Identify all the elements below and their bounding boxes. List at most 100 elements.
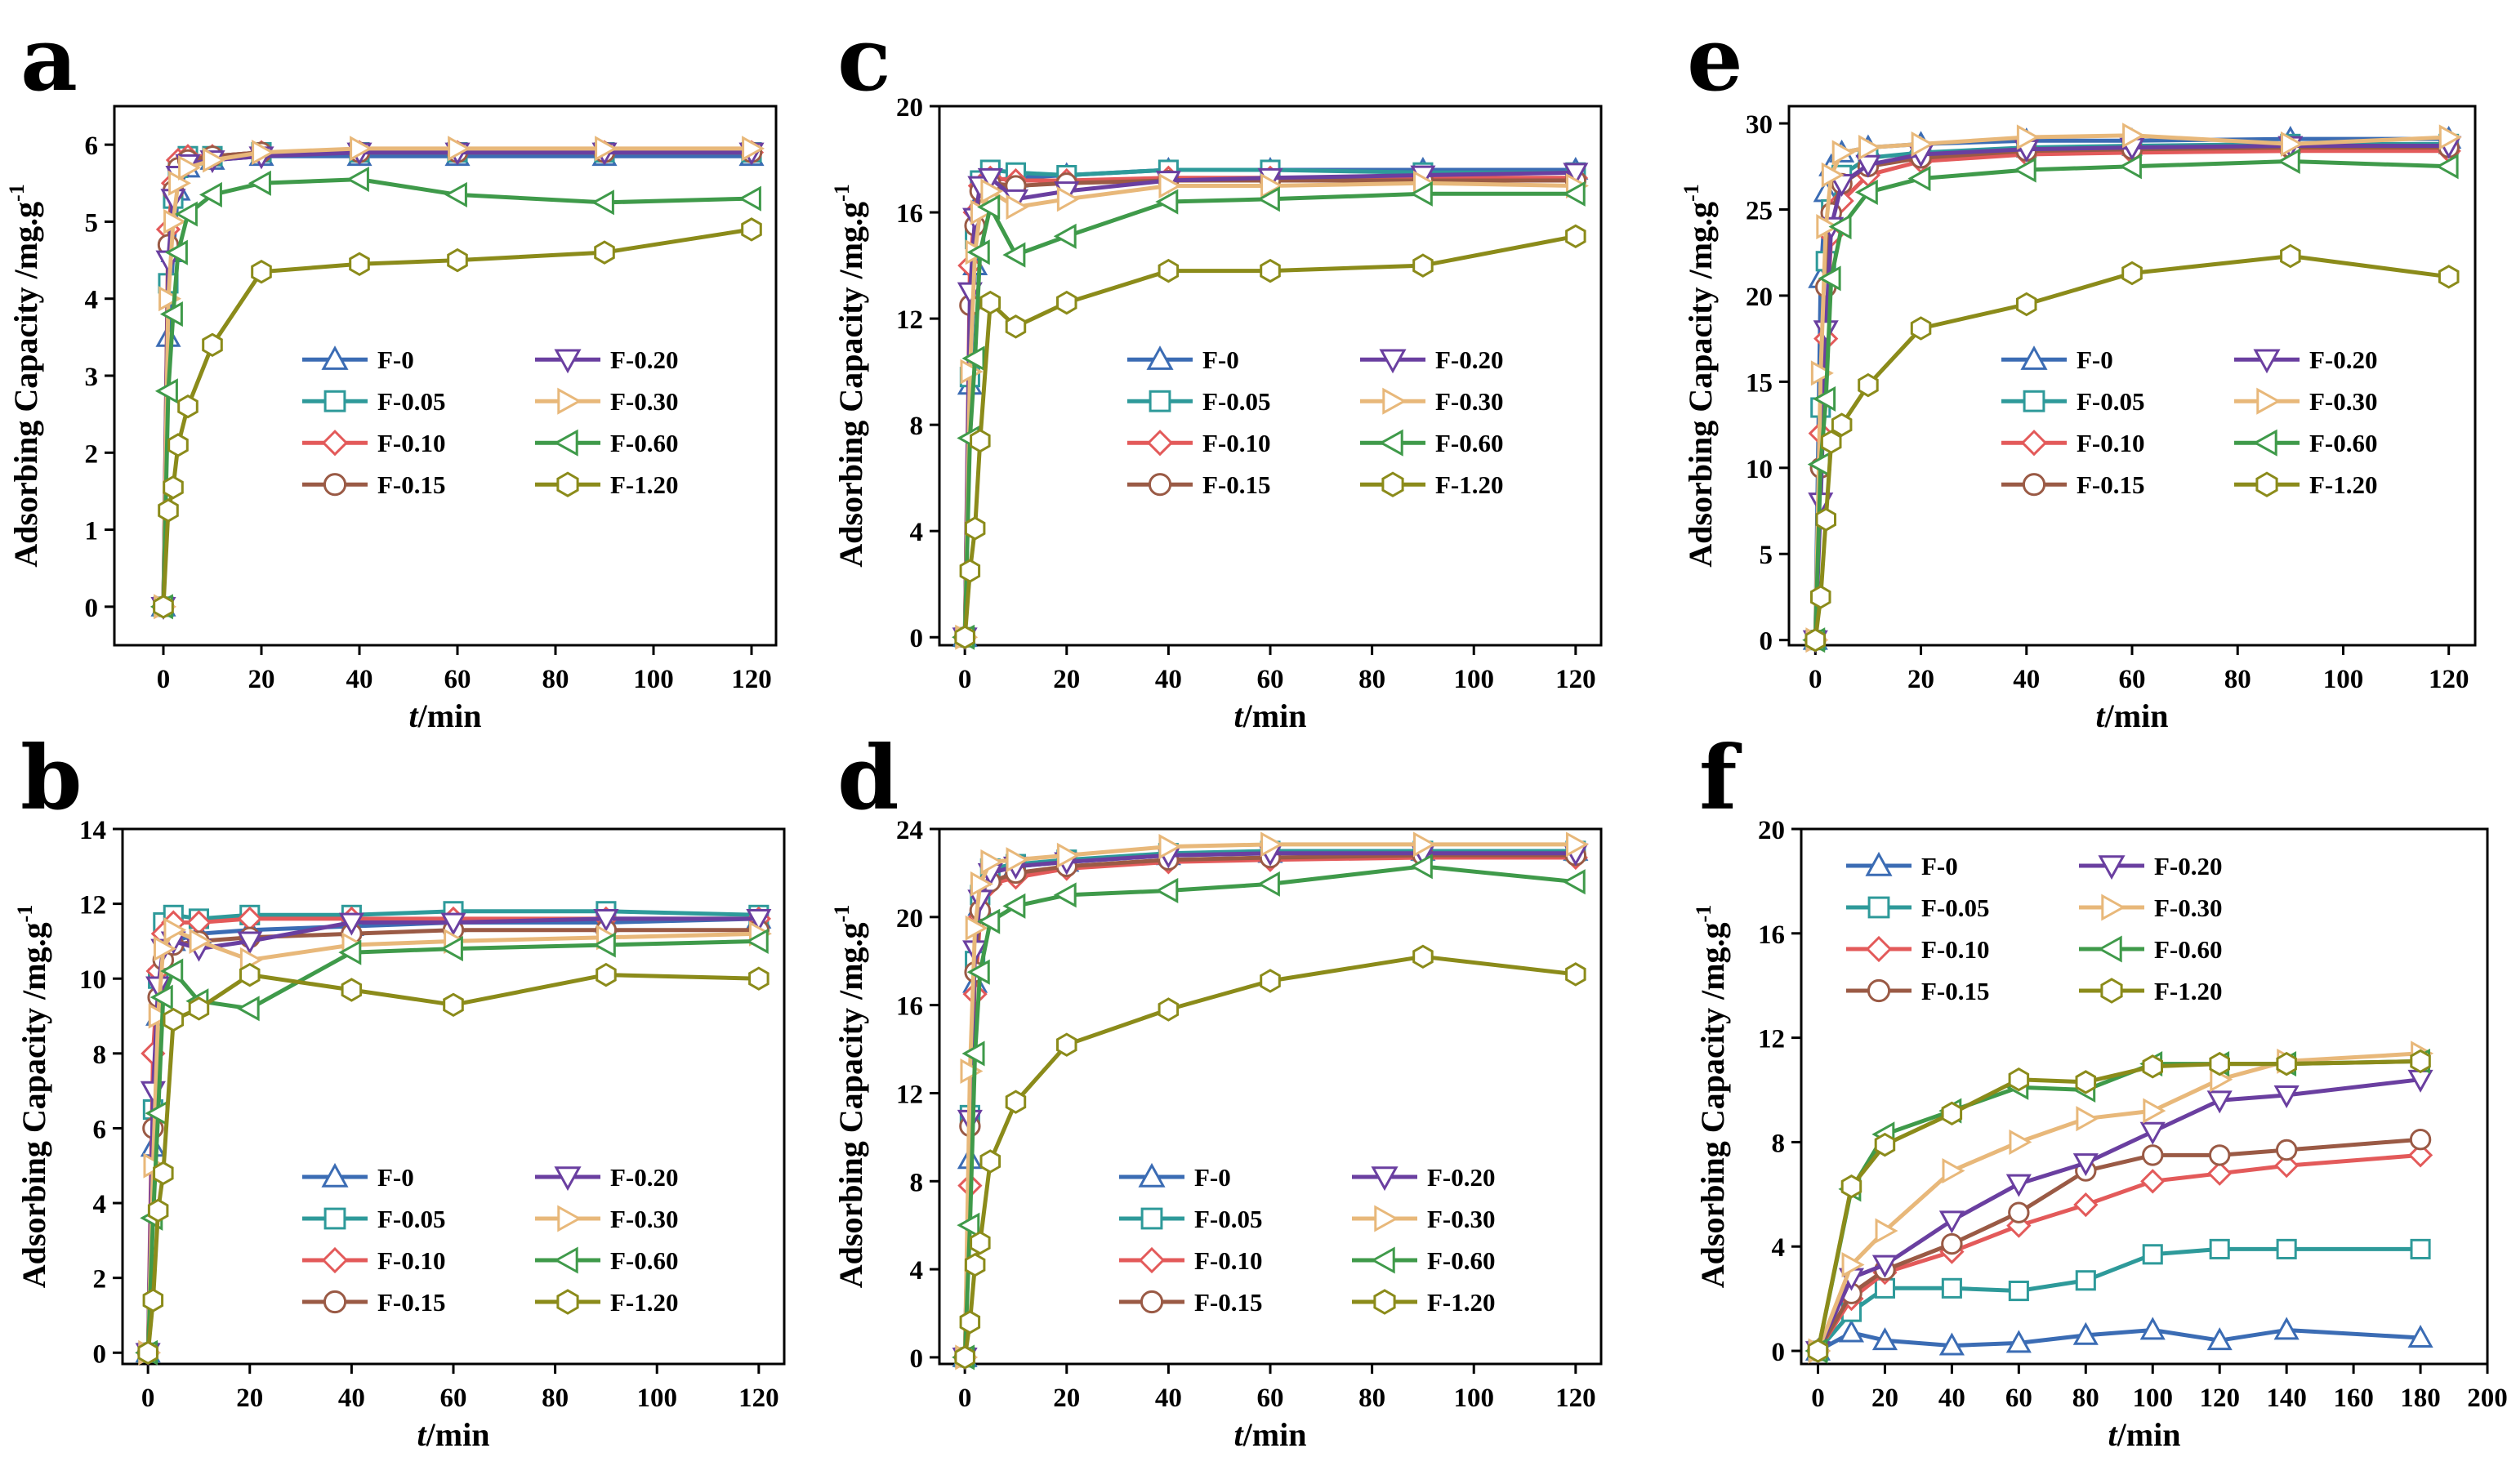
- legend-swatch-marker: [2255, 471, 2278, 497]
- legend-label: F-0.60: [610, 1246, 679, 1275]
- series-line: [962, 864, 1577, 1357]
- data-point: [1006, 194, 1029, 221]
- legend-swatch-marker: [1138, 1246, 1166, 1274]
- data-point: [2008, 1067, 2030, 1092]
- data-point: [1005, 1090, 1027, 1114]
- legend-entry: F-1.20: [535, 1288, 679, 1317]
- data-point: [447, 247, 468, 273]
- legend-label: F-0.30: [1427, 1205, 1496, 1233]
- data-point: [748, 966, 770, 991]
- data-point: [1871, 1327, 1898, 1351]
- data-point: [2274, 1153, 2300, 1179]
- legend-entry: F-0.15: [302, 1288, 446, 1317]
- y-axis-label: Adsorbing Capacity /mg.g-1: [830, 184, 869, 567]
- legend-swatch-marker: [554, 349, 582, 374]
- legend-swatch-marker: [321, 345, 349, 370]
- legend-entry: F-0.05: [302, 387, 446, 416]
- x-axis-label-italic: t: [1234, 1416, 1245, 1453]
- legend-entry: F-1.20: [2234, 470, 2378, 499]
- legend-swatch-marker: [323, 1290, 347, 1314]
- legend-swatch-marker: [1378, 429, 1403, 457]
- legend-swatch-marker: [1379, 349, 1407, 374]
- legend-label: F-0.15: [377, 1288, 446, 1317]
- data-point: [1158, 834, 1182, 860]
- data-point: [1006, 847, 1029, 873]
- series-line: [962, 849, 1576, 1357]
- series-F-0: [1804, 1317, 2433, 1361]
- series-F-0_30: [154, 136, 765, 620]
- data-point: [594, 240, 615, 265]
- x-tick-label: 100: [1453, 1384, 1494, 1413]
- series-F-0_20: [150, 142, 765, 620]
- data-point: [202, 332, 223, 358]
- data-point: [1875, 1218, 1898, 1244]
- data-point: [2005, 1174, 2032, 1197]
- data-point: [153, 1161, 174, 1186]
- x-tick-label: 20: [1871, 1384, 1898, 1413]
- series-line: [161, 154, 752, 607]
- x-tick-label: 0: [958, 665, 972, 694]
- data-point: [160, 958, 184, 984]
- x-tick-label: 60: [1257, 1384, 1284, 1413]
- series-line: [962, 851, 1576, 1357]
- x-tick-label: 20: [236, 1384, 263, 1413]
- legend-label: F-0.60: [2309, 429, 2378, 457]
- data-point: [1816, 214, 1840, 240]
- x-axis-label-italic: t: [2096, 697, 2107, 734]
- axes-frame: [1800, 827, 2489, 1366]
- x-tick-label: 0: [141, 1384, 155, 1413]
- series-F-0: [150, 143, 765, 617]
- legend-entry: F-0.05: [1119, 1205, 1263, 1233]
- legend-label: F-0.05: [1921, 894, 1990, 922]
- legend-entry: F-0: [1127, 345, 1239, 374]
- data-point: [2121, 261, 2143, 286]
- x-tick-label: 20: [1907, 665, 1934, 694]
- data-point: [2143, 1098, 2166, 1124]
- legend-swatch-marker: [323, 473, 347, 497]
- legend-entry: F-0.30: [535, 1205, 679, 1233]
- series-F-0_10: [150, 140, 765, 619]
- legend-label: F-0.05: [2077, 387, 2145, 416]
- legend-swatch-marker: [2256, 387, 2282, 415]
- data-point: [2280, 131, 2304, 157]
- y-tick-label: 14: [79, 816, 106, 845]
- legend-swatch-marker: [1374, 1205, 1399, 1232]
- series-F-1_20: [153, 217, 762, 619]
- series-line: [1817, 1328, 2421, 1353]
- data-point: [1854, 179, 1878, 205]
- y-tick-label: 10: [79, 965, 106, 995]
- series-F-0_20: [1804, 1069, 2433, 1365]
- y-tick-label: 24: [896, 816, 923, 845]
- data-point: [1813, 385, 1836, 412]
- x-tick-label: 40: [1155, 665, 1182, 694]
- plot-area: [135, 901, 772, 1366]
- data-point: [2008, 1201, 2030, 1223]
- legend: F-0 F-0.05 F-0.10 F-0.15 F-0.20 F-0.30 F-0.60 F…: [302, 345, 679, 499]
- legend-label: F-0.30: [610, 1205, 679, 1233]
- legend-label: F-0: [1921, 852, 1958, 880]
- x-axis-label-italic: t: [1234, 697, 1245, 734]
- x-tick-label: 20: [1053, 1384, 1080, 1413]
- y-tick-label: 4: [85, 286, 99, 315]
- y-tick-label: 3: [85, 363, 99, 392]
- data-point: [2142, 1054, 2163, 1079]
- y-axis-label: Adsorbing Capacity /mg.g-1: [830, 905, 869, 1288]
- data-point: [2209, 1238, 2230, 1259]
- data-point: [1821, 162, 1845, 188]
- legend-entry: F-0.15: [1119, 1288, 1263, 1317]
- data-point: [966, 239, 990, 265]
- y-tick-label: 16: [1758, 920, 1785, 950]
- legend-swatch-marker: [2100, 978, 2123, 1004]
- y-tick-label: 15: [1746, 368, 1773, 398]
- legend-label: F-0: [377, 345, 414, 374]
- panel-letter: f: [1699, 727, 1742, 830]
- data-point: [1256, 871, 1280, 897]
- legend-label: F-0.20: [610, 1163, 679, 1192]
- plot-area: [1802, 123, 2462, 653]
- data-point: [959, 1310, 981, 1335]
- legend-label: F-0.30: [2309, 387, 2378, 416]
- data-point: [1562, 869, 1586, 895]
- x-tick-label: 60: [440, 1384, 467, 1413]
- data-point: [2009, 1129, 2032, 1155]
